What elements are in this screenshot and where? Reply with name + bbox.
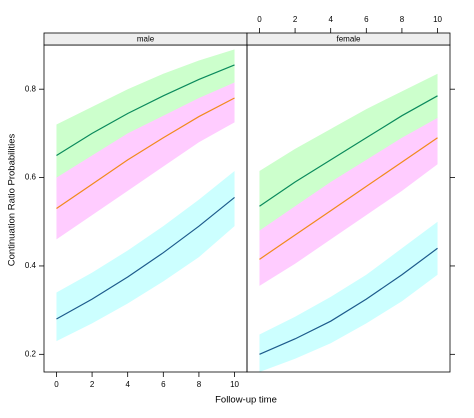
line [56,196,235,320]
x-tick-label: 6 [364,15,369,24]
x-tick-label: 2 [293,15,298,24]
confidence-band [259,73,438,240]
x-tick-label: 10 [230,380,239,389]
x-tick-label: 0 [54,380,59,389]
x-tick-label: 0 [257,15,262,24]
y-tick-label: 0.8 [25,84,37,93]
strip [246,32,451,46]
strip-label: female [336,35,361,44]
strip-label: male [137,35,155,44]
line [259,247,438,355]
x-tick-label: 10 [433,15,442,24]
x-axis-label: Follow-up time [215,395,277,406]
line [56,97,235,209]
y-axis-label: Continuation Ratio Probabilities [7,133,18,266]
x-tick-label: 2 [90,380,95,389]
x-tick-label: 4 [125,380,130,389]
y-tick-label: 0.2 [25,349,37,358]
line [259,95,438,207]
line [259,137,438,260]
x-tick-label: 8 [197,380,202,389]
confidence-band [56,170,235,342]
x-tick-label: 6 [161,380,166,389]
x-tick-label: 8 [400,15,405,24]
y-tick-label: 0.6 [25,173,37,182]
x-tick-label: 4 [328,15,333,24]
confidence-band [259,117,438,286]
line [56,64,235,156]
y-tick-label: 0.4 [25,261,37,270]
